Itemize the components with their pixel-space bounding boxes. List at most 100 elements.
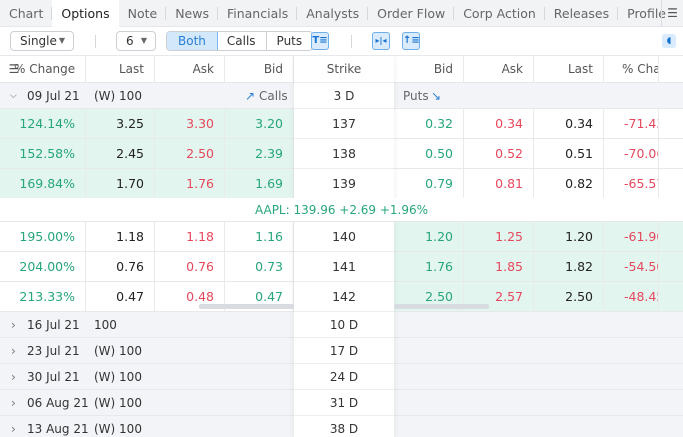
put-change: -61.90% (604, 222, 659, 251)
tab-order-flow[interactable]: Order Flow (368, 0, 455, 27)
header-call-ask[interactable]: Ask (155, 56, 225, 82)
strike-count-select[interactable]: 6 ▼ (116, 31, 156, 51)
strike-price: 138 (294, 139, 394, 169)
chevron-right-icon[interactable]: › (11, 370, 16, 384)
mode-select-value: Single (20, 34, 57, 48)
put-bid[interactable]: 0.50 (394, 139, 464, 168)
chevron-right-icon[interactable]: › (11, 396, 16, 410)
divider (351, 35, 352, 48)
call-bid[interactable]: 0.73 (225, 252, 294, 281)
call-change: 152.58% (0, 139, 86, 168)
put-filler (659, 222, 683, 251)
tab-financials[interactable]: Financials (218, 0, 298, 27)
tab-releases[interactable]: Releases (545, 0, 619, 27)
put-bid[interactable]: 0.32 (394, 109, 464, 138)
call-ask[interactable]: 2.50 (155, 139, 225, 168)
call-ask[interactable]: 1.18 (155, 222, 225, 251)
calls-horizontal-scrollbar[interactable] (199, 304, 294, 309)
expiry-days: 17 D (294, 338, 394, 364)
calls-label: Calls (259, 89, 288, 103)
header-put-bid[interactable]: Bid (394, 56, 464, 82)
put-ask[interactable]: 0.34 (464, 109, 534, 138)
header-put-last[interactable]: Last (534, 56, 604, 82)
expiry-date: 16 Jul 21 (27, 318, 80, 332)
call-change: 195.00% (0, 222, 86, 251)
call-bid[interactable]: 1.69 (225, 169, 294, 198)
call-last: 0.76 (86, 252, 155, 281)
put-bid[interactable]: 1.20 (394, 222, 464, 251)
call-last: 1.18 (86, 222, 155, 251)
put-ask[interactable]: 0.52 (464, 139, 534, 168)
tab-news[interactable]: News (166, 0, 218, 27)
header-call-last[interactable]: Last (86, 56, 155, 82)
expiry-days: 38 D (294, 416, 394, 437)
call-change: 169.84% (0, 169, 86, 198)
put-bid[interactable]: 1.76 (394, 252, 464, 281)
expiry-days: 3 D (294, 83, 394, 109)
expiry-days: 10 D (294, 312, 394, 338)
put-ask[interactable]: 0.81 (464, 169, 534, 198)
tab-analysts[interactable]: Analysts (297, 0, 369, 27)
put-last: 1.82 (534, 252, 604, 281)
expiry-type: (W) 100 (94, 396, 142, 410)
call-ask[interactable]: 3.30 (155, 109, 225, 138)
option-row[interactable]: 152.58% 2.45 2.50 2.39 0.50 0.52 0.51 -7… (0, 139, 683, 169)
call-ask[interactable]: 0.76 (155, 252, 225, 281)
tab-note[interactable]: Note (119, 0, 167, 27)
header-strike[interactable]: Strike (294, 56, 394, 83)
call-ask[interactable]: 1.76 (155, 169, 225, 198)
filter-calls-button[interactable]: Calls (217, 32, 267, 50)
filter-both-button[interactable]: Both (167, 32, 218, 50)
header-put-change[interactable]: % Change (604, 56, 659, 82)
call-bid[interactable]: 3.20 (225, 109, 294, 138)
tab-chart[interactable]: Chart (0, 0, 53, 27)
call-bid[interactable]: 2.39 (225, 139, 294, 168)
mode-select[interactable]: Single ▼ (10, 31, 74, 51)
put-bid[interactable]: 0.79 (394, 169, 464, 198)
expiry-date: 06 Aug 21 (27, 396, 89, 410)
tab-profile[interactable]: Profile (627, 5, 666, 21)
options-toolbar: Single ▼ 6 ▼ Both Calls Puts T≡ ▸|◂ ↑≡ ◖ (0, 27, 683, 56)
expiry-type: (W) 100 (94, 89, 142, 103)
puts-horizontal-scrollbar[interactable] (394, 304, 489, 309)
put-last: 0.34 (534, 109, 604, 138)
center-strike-icon[interactable]: ▸|◂ (372, 32, 390, 50)
sort-icon[interactable]: ↑≡ (402, 32, 420, 50)
put-filler (659, 282, 683, 311)
tab-options[interactable]: Options (52, 0, 119, 27)
chevron-down-icon: ▼ (140, 36, 147, 45)
filter-icon[interactable]: T≡ (311, 32, 329, 50)
put-ask[interactable]: 1.25 (464, 222, 534, 251)
expiry-days: 24 D (294, 364, 394, 390)
tabs-menu-icon[interactable]: ☰ (661, 0, 683, 27)
put-last: 1.20 (534, 222, 604, 251)
call-bid[interactable]: 1.16 (225, 222, 294, 251)
put-ask[interactable]: 1.85 (464, 252, 534, 281)
option-row[interactable]: 195.00% 1.18 1.18 1.16 1.20 1.25 1.20 -6… (0, 222, 683, 252)
header-put-ask[interactable]: Ask (464, 56, 534, 82)
header-call-change[interactable]: % Change (14, 56, 86, 82)
call-change: 124.14% (0, 109, 86, 138)
strike-price: 141 (294, 252, 394, 282)
filter-puts-button[interactable]: Puts (276, 34, 303, 48)
side-panel-icon[interactable]: ◖ (662, 34, 676, 48)
chevron-right-icon[interactable]: › (11, 422, 16, 436)
tab-corp-action[interactable]: Corp Action (454, 0, 545, 27)
strike-column: Strike 3 D 137 138 139 140 141 142 10 D … (294, 56, 394, 437)
put-last: 0.82 (534, 169, 604, 198)
chevron-right-icon[interactable]: › (11, 318, 16, 332)
header-call-bid[interactable]: Bid (225, 56, 294, 82)
expiry-date: 30 Jul 21 (27, 370, 80, 384)
call-last: 2.45 (86, 139, 155, 168)
expiry-days: 31 D (294, 390, 394, 416)
chevron-down-icon[interactable]: ⌵ (10, 91, 17, 101)
calls-puts-filter: Both Calls Puts (166, 31, 314, 51)
expiry-date: 09 Jul 21 (27, 89, 80, 103)
strike-count-value: 6 (126, 34, 134, 48)
put-ask[interactable]: 2.57 (464, 282, 534, 311)
chevron-right-icon[interactable]: › (11, 344, 16, 358)
call-bid[interactable]: 0.47 (225, 282, 294, 311)
column-menu-icon[interactable]: ☰ (8, 62, 20, 76)
option-row[interactable]: 169.84% 1.70 1.76 1.69 0.79 0.81 0.82 -6… (0, 169, 683, 199)
call-ask[interactable]: 0.48 (155, 282, 225, 311)
